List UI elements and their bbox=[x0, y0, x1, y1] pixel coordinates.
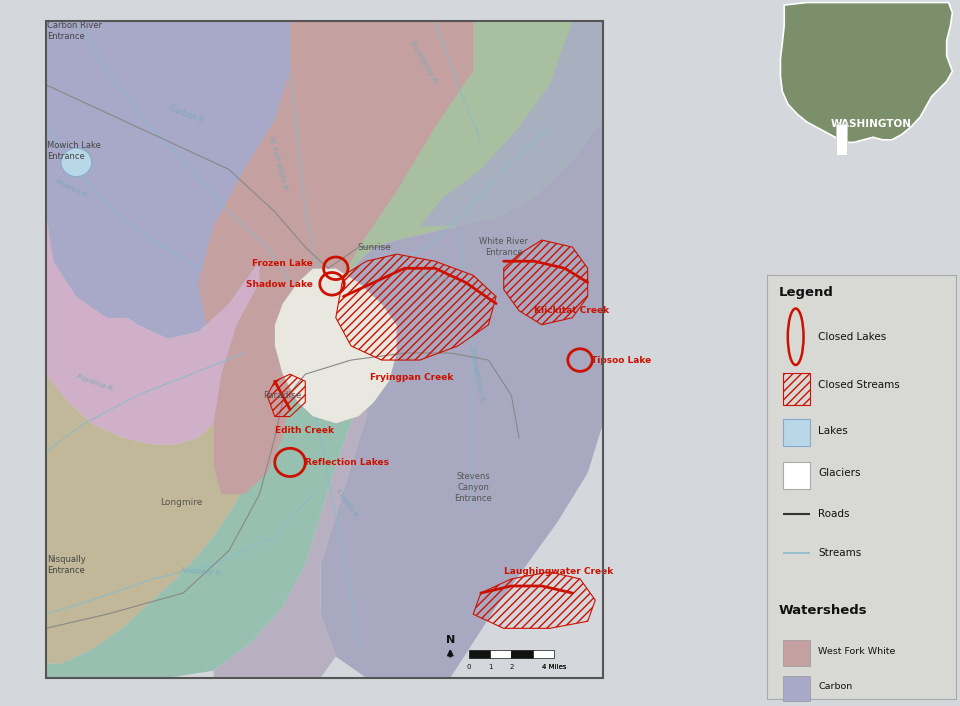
Bar bbox=[468, 650, 490, 658]
Text: White River
Entrance: White River Entrance bbox=[479, 237, 528, 256]
Text: Shadow Lake: Shadow Lake bbox=[246, 280, 313, 289]
Bar bbox=[490, 650, 512, 658]
Text: Longmire: Longmire bbox=[160, 498, 203, 507]
Polygon shape bbox=[275, 268, 396, 424]
Polygon shape bbox=[420, 21, 603, 226]
Polygon shape bbox=[46, 176, 267, 445]
Polygon shape bbox=[780, 3, 952, 143]
Text: Glaciers: Glaciers bbox=[818, 468, 861, 478]
Text: West Fork White: West Fork White bbox=[818, 647, 896, 656]
FancyBboxPatch shape bbox=[767, 275, 956, 699]
Text: W. Fort White R.: W. Fort White R. bbox=[269, 136, 289, 191]
Polygon shape bbox=[328, 21, 603, 289]
Text: 1: 1 bbox=[488, 664, 492, 669]
Text: Tipsoo Lake: Tipsoo Lake bbox=[591, 356, 652, 364]
Text: Lakes: Lakes bbox=[818, 426, 848, 436]
Text: Laughingwater Creek: Laughingwater Creek bbox=[504, 568, 613, 576]
Text: Hucklebury R.: Hucklebury R. bbox=[409, 40, 439, 85]
Text: Fryingpan Creek: Fryingpan Creek bbox=[371, 373, 454, 382]
Text: Klickitat Creek: Klickitat Creek bbox=[534, 306, 610, 315]
Text: Roads: Roads bbox=[818, 509, 850, 519]
Text: Cowlitz R.: Cowlitz R. bbox=[335, 488, 360, 520]
Polygon shape bbox=[46, 21, 367, 339]
Bar bbox=[783, 373, 810, 405]
Text: Edith Creek: Edith Creek bbox=[275, 426, 334, 435]
Text: WASHINGTON: WASHINGTON bbox=[831, 119, 912, 128]
Polygon shape bbox=[46, 311, 367, 678]
Text: White R.: White R. bbox=[420, 273, 450, 283]
Text: Stevens
Canyon
Entrance: Stevens Canyon Entrance bbox=[454, 472, 492, 503]
Polygon shape bbox=[46, 21, 275, 318]
Text: Streams: Streams bbox=[818, 548, 861, 558]
Text: Carbon: Carbon bbox=[818, 683, 852, 691]
Bar bbox=[836, 124, 847, 155]
Text: Mowich Lake
Entrance: Mowich Lake Entrance bbox=[47, 141, 101, 161]
Polygon shape bbox=[214, 374, 367, 678]
Bar bbox=[46, 21, 603, 678]
Text: N: N bbox=[445, 635, 455, 645]
Text: Frozen Lake: Frozen Lake bbox=[252, 259, 313, 268]
Bar bbox=[783, 676, 810, 701]
Text: 4 Miles: 4 Miles bbox=[541, 664, 566, 669]
Text: Paradise: Paradise bbox=[263, 391, 301, 400]
Bar bbox=[783, 462, 810, 489]
Text: Carbon River
Entrance: Carbon River Entrance bbox=[47, 21, 103, 41]
Text: Mowich R.: Mowich R. bbox=[55, 178, 90, 198]
Text: Ohanapecosh R.: Ohanapecosh R. bbox=[469, 346, 485, 403]
Bar bbox=[783, 640, 810, 666]
Polygon shape bbox=[199, 21, 458, 487]
Text: Legend: Legend bbox=[779, 286, 834, 299]
Bar bbox=[512, 650, 533, 658]
Text: Carbon R.: Carbon R. bbox=[168, 103, 206, 126]
Text: 0: 0 bbox=[467, 664, 470, 669]
Text: Puyallup R.: Puyallup R. bbox=[76, 373, 115, 393]
Circle shape bbox=[61, 148, 91, 176]
Text: Nisqually R.: Nisqually R. bbox=[181, 567, 224, 576]
Text: Nisqually
Entrance: Nisqually Entrance bbox=[47, 555, 86, 575]
Text: 4 Miles: 4 Miles bbox=[541, 664, 566, 669]
Text: 2: 2 bbox=[509, 664, 514, 669]
Text: Sunrise: Sunrise bbox=[357, 243, 391, 251]
Polygon shape bbox=[46, 297, 275, 664]
Text: Reflection Lakes: Reflection Lakes bbox=[305, 458, 390, 467]
Text: Closed Lakes: Closed Lakes bbox=[818, 332, 886, 342]
Bar bbox=[533, 650, 554, 658]
Text: Closed Streams: Closed Streams bbox=[818, 380, 900, 390]
Bar bbox=[783, 419, 810, 446]
Text: Watersheds: Watersheds bbox=[779, 604, 868, 616]
Polygon shape bbox=[321, 120, 603, 678]
Polygon shape bbox=[199, 21, 473, 494]
